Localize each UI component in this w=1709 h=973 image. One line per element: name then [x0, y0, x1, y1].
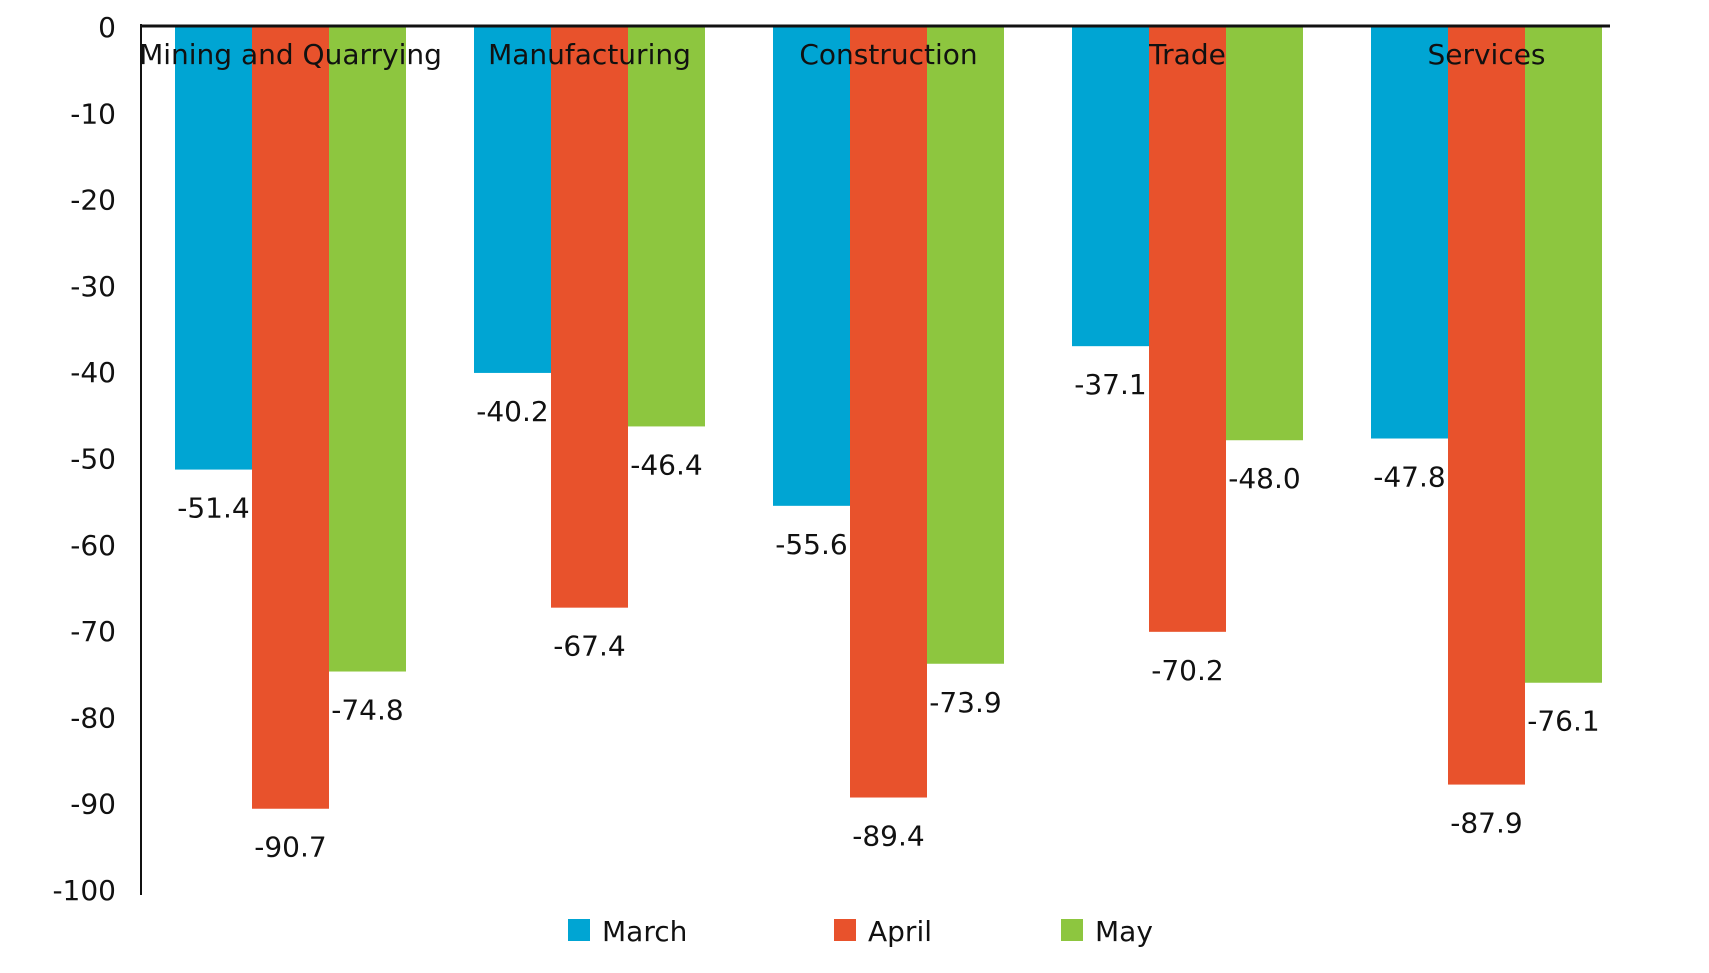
y-tick-label-5: -40	[70, 356, 116, 389]
legend-label-april: April	[868, 915, 932, 948]
bar-may-5	[1525, 26, 1602, 683]
bar-may-3	[927, 26, 1004, 664]
data-label-march-2: -40.2	[476, 395, 548, 428]
y-axis: 0 -10 -20 -30 -40 -50 -60 -70 -80 -90 -100	[52, 11, 142, 907]
category-label-3: Construction	[799, 38, 977, 71]
y-tick-label-8: -70	[70, 615, 116, 648]
y-tick-label-10: -90	[70, 788, 116, 821]
category-label-1: Mining and Quarrying	[139, 38, 442, 71]
bar-may-4	[1226, 26, 1303, 441]
data-label-march-4: -37.1	[1074, 368, 1146, 401]
data-label-april-3: -89.4	[852, 820, 924, 853]
data-label-may-2: -46.4	[630, 448, 702, 481]
data-label-may-5: -76.1	[1527, 705, 1599, 738]
bar-april-4	[1149, 26, 1226, 632]
y-tick-label-9: -80	[70, 701, 116, 734]
data-label-march-1: -51.4	[177, 492, 249, 525]
legend-swatch-april	[834, 919, 856, 941]
category-labels-group: Mining and Quarrying Manufacturing Constru…	[139, 38, 1545, 71]
data-label-april-2: -67.4	[553, 630, 625, 663]
data-label-march-5: -47.8	[1373, 461, 1445, 494]
bar-april-2	[551, 26, 628, 608]
data-label-may-4: -48.0	[1228, 462, 1300, 495]
legend: March April May	[568, 915, 1153, 948]
bars-group	[175, 26, 1602, 809]
bar-april-3	[850, 26, 927, 798]
y-tick-label-11: -100	[52, 874, 116, 907]
bar-march-2	[474, 26, 551, 373]
legend-swatch-march	[568, 919, 590, 941]
bar-march-1	[175, 26, 252, 470]
data-label-april-1: -90.7	[254, 831, 326, 864]
legend-swatch-may	[1061, 919, 1083, 941]
y-tick-label-3: -20	[70, 184, 116, 217]
data-label-may-3: -73.9	[929, 686, 1001, 719]
y-tick-label-1: 0	[98, 11, 116, 44]
y-tick-label-4: -30	[70, 270, 116, 303]
y-tick-label-7: -60	[70, 529, 116, 562]
bar-april-1	[252, 26, 329, 809]
data-label-march-3: -55.6	[775, 528, 847, 561]
bar-may-2	[628, 26, 705, 427]
category-label-2: Manufacturing	[488, 38, 691, 71]
legend-label-march: March	[602, 915, 687, 948]
bar-may-1	[329, 26, 406, 672]
category-label-5: Services	[1427, 38, 1545, 71]
bar-march-5	[1371, 26, 1448, 439]
data-label-april-4: -70.2	[1151, 654, 1223, 687]
bar-march-4	[1072, 26, 1149, 347]
bar-march-3	[773, 26, 850, 506]
y-tick-label-6: -50	[70, 443, 116, 476]
legend-label-may: May	[1095, 915, 1153, 948]
y-tick-label-2: -10	[70, 97, 116, 130]
bar-april-5	[1448, 26, 1525, 785]
data-label-april-5: -87.9	[1450, 807, 1522, 840]
data-labels-group: -51.4 -90.7 -74.8 -40.2 -67.4 -46.4 -55.6 -89.4…	[177, 368, 1599, 864]
category-label-4: Trade	[1148, 38, 1226, 71]
data-label-may-1: -74.8	[331, 694, 403, 727]
